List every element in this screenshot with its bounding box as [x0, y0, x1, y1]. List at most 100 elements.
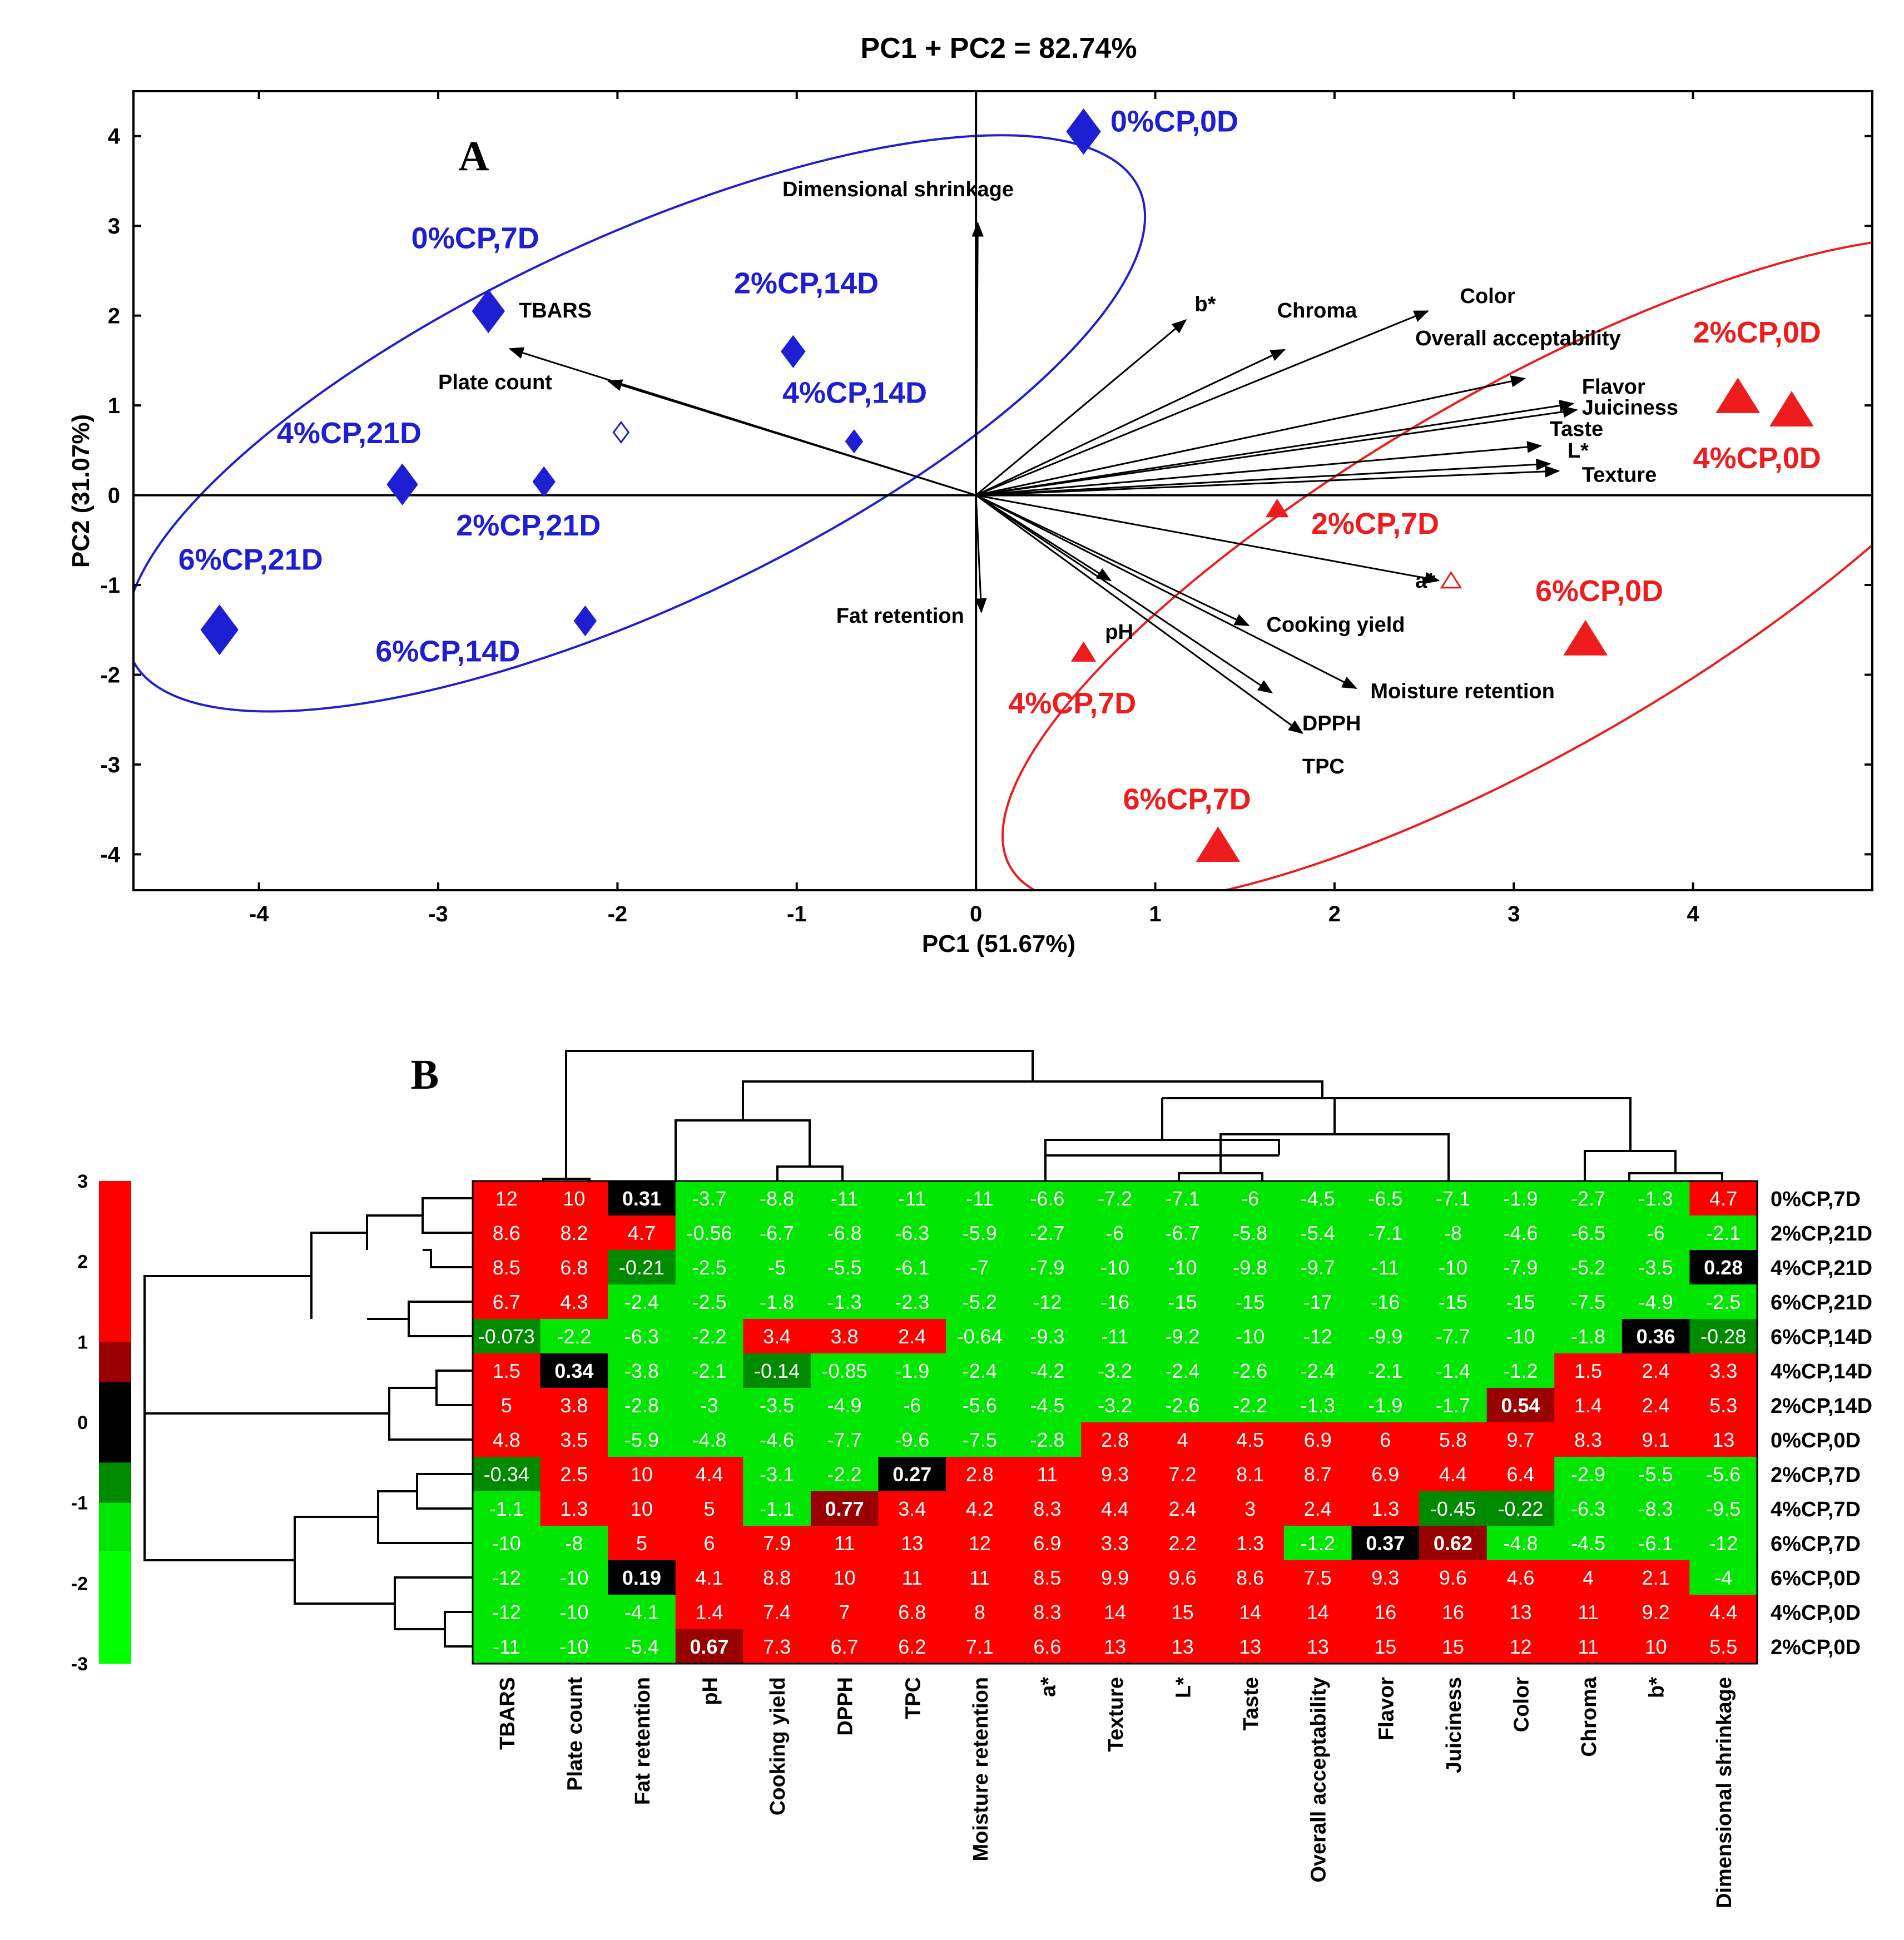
- sample-label: 4%CP,14D: [782, 376, 927, 409]
- heatmap-cell: [473, 1629, 541, 1664]
- heatmap-value: -4.8: [692, 1428, 727, 1451]
- heatmap-cell: [675, 1353, 743, 1388]
- loading-arrow: [975, 399, 1575, 497]
- heatmap-value: -12: [1033, 1291, 1062, 1313]
- heatmap-cell: [1351, 1629, 1420, 1664]
- heatmap-value: 2.2: [1169, 1532, 1197, 1555]
- heatmap-value: 10: [563, 1187, 585, 1210]
- heatmap-value: -7.7: [1436, 1325, 1470, 1348]
- heatmap-cell: [1622, 1491, 1690, 1526]
- x-tick-label: 4: [1687, 902, 1700, 926]
- heatmap-value: -6.1: [895, 1256, 929, 1279]
- heatmap-cell: [946, 1181, 1014, 1216]
- heatmap-value: 10: [631, 1463, 653, 1486]
- heatmap-cell: [743, 1181, 811, 1216]
- heatmap-value: -7.2: [1098, 1187, 1132, 1210]
- heatmap-cell: [1148, 1215, 1217, 1251]
- heatmap-value: -6.3: [1571, 1497, 1605, 1520]
- heatmap-value: -0.85: [822, 1360, 867, 1382]
- heatmap-value: 4.1: [696, 1566, 723, 1589]
- heatmap-value: -2.4: [624, 1291, 659, 1313]
- heatmap-cell: [675, 1250, 743, 1285]
- heatmap-cell: [1216, 1388, 1285, 1423]
- heatmap-cell: [540, 1422, 608, 1457]
- heatmap-cell: [1622, 1319, 1690, 1354]
- heatmap-value: -5.6: [963, 1394, 997, 1417]
- heatmap-value: 13: [1712, 1428, 1734, 1451]
- confidence-ellipse-blue: [133, 134, 1147, 713]
- heatmap-cell: [608, 1388, 676, 1423]
- heatmap-value: -5.6: [1706, 1463, 1741, 1486]
- colorbar-tick-label: 0: [77, 1412, 88, 1433]
- heatmap-value: 13: [1172, 1635, 1194, 1658]
- heatmap-cell: [1148, 1181, 1217, 1216]
- heatmap-value: -2.5: [1706, 1291, 1741, 1313]
- heatmap-cell: [1689, 1422, 1758, 1457]
- heatmap-value: -6.5: [1571, 1222, 1605, 1244]
- heatmap-cell: [1216, 1422, 1285, 1457]
- heatmap-cell: [1554, 1250, 1623, 1285]
- heatmap-cell: [1689, 1181, 1758, 1216]
- heatmap-cell: [1419, 1250, 1488, 1285]
- heatmap-value: 10: [1645, 1635, 1667, 1658]
- heatmap-cell: [810, 1319, 879, 1354]
- heatmap-cell: [1013, 1181, 1082, 1216]
- heatmap-cell: [473, 1526, 541, 1561]
- loading-label: DPPH: [1302, 712, 1361, 736]
- heatmap-cell: [1622, 1560, 1690, 1595]
- loading-arrow: [975, 494, 1304, 735]
- heatmap-cell: [1351, 1181, 1420, 1216]
- heatmap-value: 12: [1509, 1635, 1531, 1658]
- heatmap-value: -2.1: [1706, 1222, 1741, 1244]
- heatmap-cell: [608, 1457, 676, 1492]
- heatmap-cell: [675, 1284, 743, 1319]
- sample-label: 6%CP,14D: [375, 634, 520, 668]
- heatmap-value: 4.5: [1236, 1428, 1264, 1451]
- heatmap-value: 1.3: [560, 1497, 588, 1520]
- heatmap-cell: [608, 1215, 676, 1251]
- heatmap-value: -0.45: [1430, 1497, 1476, 1520]
- y-tick-label: 1: [108, 394, 120, 418]
- colorbar-segment: [99, 1382, 131, 1463]
- heatmap-value: 4.4: [1709, 1601, 1737, 1624]
- heatmap-cell: [878, 1595, 946, 1630]
- heatmap-cell: [1554, 1422, 1623, 1457]
- heatmap-cell: [1148, 1284, 1217, 1319]
- heatmap-cell: [1148, 1388, 1217, 1423]
- heatmap-value: 10: [834, 1566, 856, 1589]
- loading-label: b*: [1194, 293, 1216, 316]
- heatmap-column-label: L*: [1172, 1677, 1196, 1698]
- heatmap-row-label: 2%CP,0D: [1771, 1636, 1861, 1659]
- heatmap-cell: [1351, 1319, 1420, 1354]
- heatmap-value: -4: [1714, 1566, 1732, 1589]
- heatmap-value: 9.1: [1642, 1428, 1670, 1451]
- sample-marker-diamond: [532, 466, 556, 498]
- heatmap-cell: [878, 1388, 946, 1423]
- heatmap-value: 6.8: [560, 1256, 588, 1279]
- heatmap-value: 9.6: [1439, 1566, 1467, 1589]
- heatmap-cell: [878, 1491, 946, 1526]
- heatmap-cell: [1622, 1422, 1690, 1457]
- heatmap-value: -15: [1168, 1291, 1197, 1313]
- loading-label: TBARS: [519, 299, 592, 322]
- heatmap-cell: [1419, 1595, 1488, 1630]
- sample-label: 2%CP,14D: [734, 266, 879, 300]
- heatmap-value: 4: [1177, 1428, 1188, 1451]
- heatmap-value: 2.4: [1304, 1497, 1332, 1520]
- loading-arrow: [975, 494, 1357, 689]
- heatmap-cell: [1081, 1250, 1149, 1285]
- loading-label: Texture: [1582, 463, 1657, 487]
- heatmap-value: 6: [1380, 1428, 1391, 1451]
- heatmap-column-label: Cooking yield: [766, 1677, 790, 1815]
- colorbar-segment: [99, 1551, 131, 1664]
- colorbar-tick-label: -2: [71, 1573, 88, 1594]
- heatmap-cell: [1554, 1491, 1623, 1526]
- heatmap-value: 2.5: [560, 1463, 588, 1486]
- heatmap-value: -7.1: [1368, 1222, 1402, 1244]
- heatmap-value: 11: [1037, 1463, 1058, 1486]
- heatmap-cell: [1283, 1319, 1352, 1354]
- heatmap-cell: [1013, 1215, 1082, 1251]
- heatmap-cell: [743, 1422, 811, 1457]
- heatmap-cell: [540, 1215, 608, 1251]
- heatmap-value: 1.5: [1574, 1360, 1602, 1382]
